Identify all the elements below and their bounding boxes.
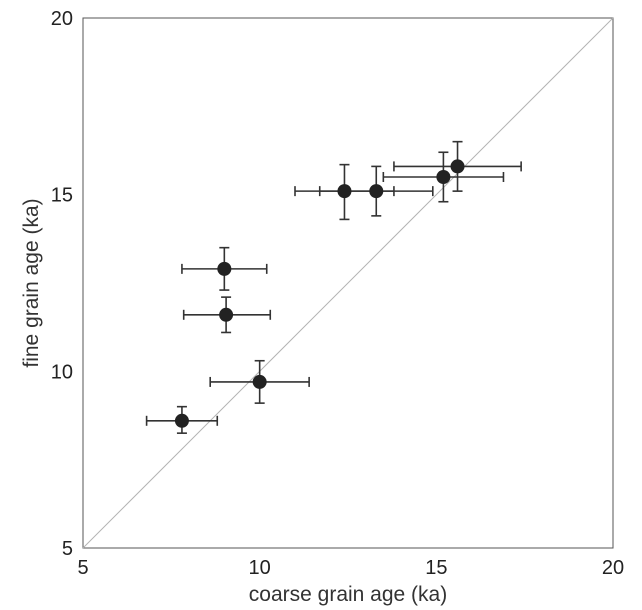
y-tick-label: 15 (51, 185, 73, 207)
data-point (337, 184, 352, 199)
data-points (174, 159, 465, 428)
y-tick-label: 20 (51, 8, 73, 30)
data-point (436, 170, 451, 184)
x-tick-label: 10 (249, 557, 271, 579)
data-point (217, 261, 232, 276)
data-point (219, 307, 234, 322)
one-to-one-line (82, 17, 614, 549)
data-point (450, 159, 465, 174)
data-point (174, 413, 189, 428)
y-axis-ticks: 5 10 15 20 (51, 8, 73, 560)
x-axis-ticks: 5 10 15 20 (77, 557, 624, 579)
y-tick-label: 5 (62, 538, 73, 560)
data-point (369, 184, 384, 199)
x-tick-label: 15 (425, 557, 447, 579)
x-tick-label: 20 (602, 557, 624, 579)
data-point (252, 374, 267, 389)
x-tick-label: 5 (77, 557, 88, 579)
y-axis-title: fine grain age (ka) (20, 198, 43, 367)
y-tick-label: 10 (51, 361, 73, 383)
x-axis-title: coarse grain age (ka) (249, 583, 447, 606)
